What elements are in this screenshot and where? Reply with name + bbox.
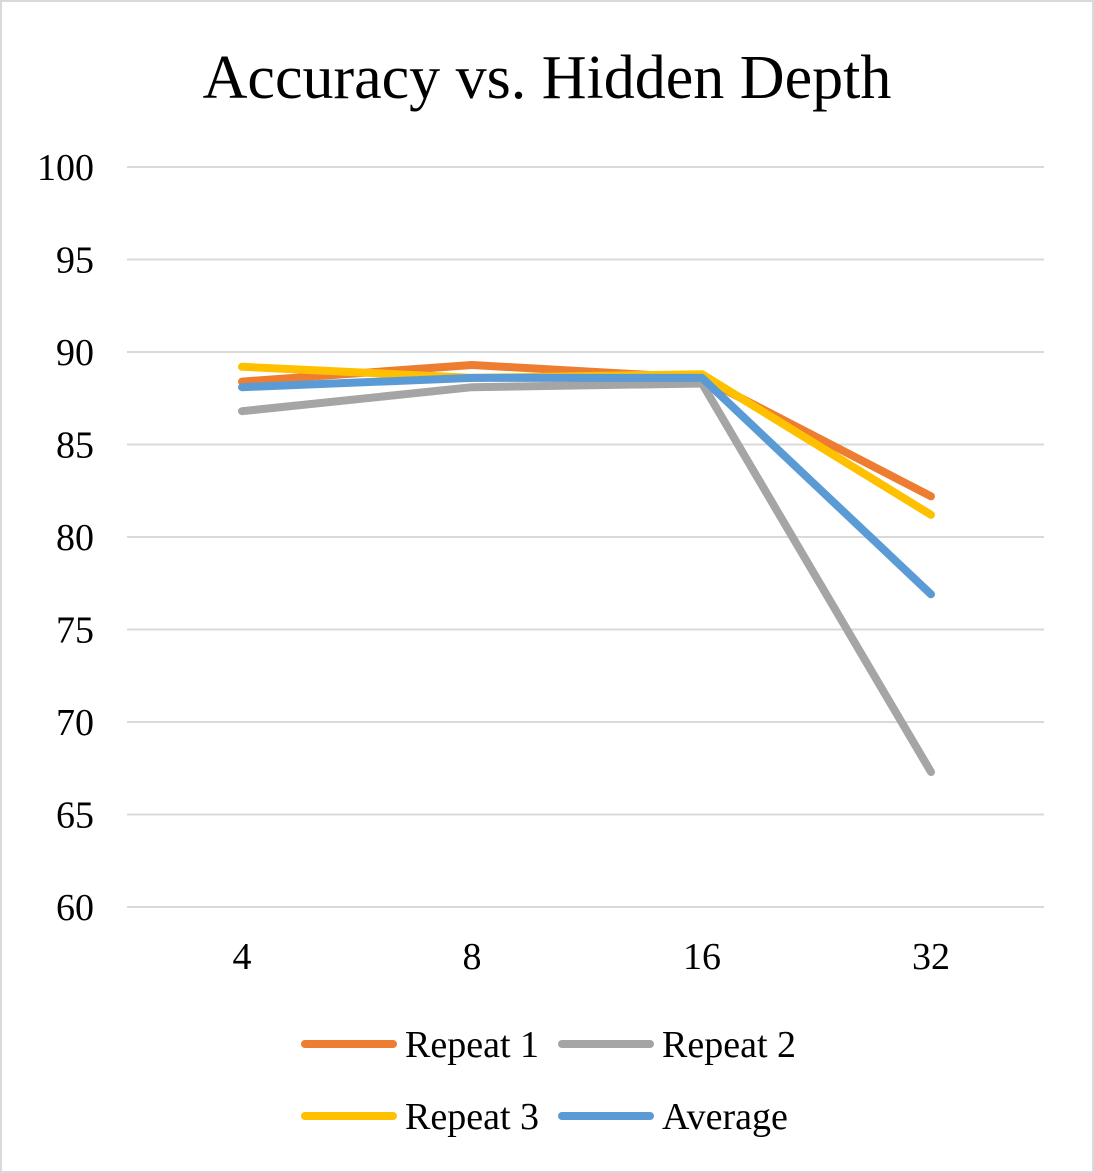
x-tick-label: 8 (463, 936, 482, 978)
x-axis-tick-labels: 4 8 16 32 (233, 936, 951, 978)
legend-label: Repeat 3 (405, 1096, 539, 1138)
y-tick-label: 65 (56, 795, 94, 837)
y-tick-label: 85 (56, 425, 94, 467)
x-tick-label: 4 (233, 936, 252, 978)
y-tick-label: 100 (37, 147, 94, 189)
y-axis-tick-labels: 60 65 70 75 80 85 90 95 100 (37, 147, 94, 929)
legend-item-repeat-3: Repeat 3 (301, 1096, 539, 1138)
x-tick-label: 16 (683, 936, 721, 978)
y-tick-label: 80 (56, 517, 94, 559)
legend-item-repeat-2: Repeat 2 (558, 1024, 796, 1066)
legend-label: Repeat 2 (662, 1024, 796, 1066)
series-line-repeat-2 (238, 379, 935, 776)
legend-label: Repeat 1 (405, 1024, 539, 1066)
y-tick-label: 75 (56, 610, 94, 652)
legend: Repeat 1 Repeat 2 Repeat 3 Average (301, 1024, 796, 1138)
y-tick-label: 70 (56, 702, 94, 744)
x-tick-label: 32 (912, 936, 950, 978)
y-tick-label: 90 (56, 332, 94, 374)
y-tick-label: 60 (56, 887, 94, 929)
legend-label: Average (662, 1096, 788, 1138)
y-tick-label: 95 (56, 240, 94, 282)
series-line-average (238, 373, 935, 599)
gridlines (127, 166, 1044, 908)
legend-item-average: Average (558, 1096, 788, 1138)
series-lines (238, 361, 935, 776)
legend-item-repeat-1: Repeat 1 (301, 1024, 539, 1066)
chart-title: Accuracy vs. Hidden Depth (203, 44, 892, 112)
